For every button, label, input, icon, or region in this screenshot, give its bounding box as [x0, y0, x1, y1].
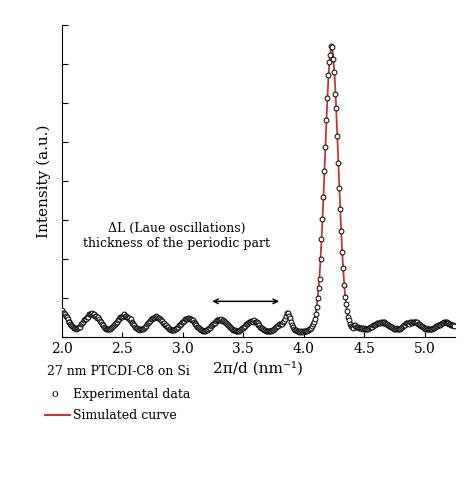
X-axis label: 2π/d (nm⁻¹): 2π/d (nm⁻¹): [213, 362, 303, 376]
Text: o: o: [51, 389, 58, 399]
Text: 27 nm PTCDI-C8 on Si: 27 nm PTCDI-C8 on Si: [47, 365, 190, 377]
Text: ΔL (Laue oscillations)
thickness of the periodic part: ΔL (Laue oscillations) thickness of the …: [83, 222, 270, 250]
Text: Simulated curve: Simulated curve: [73, 409, 177, 422]
Y-axis label: Intensity (a.u.): Intensity (a.u.): [37, 124, 51, 238]
Text: Experimental data: Experimental data: [73, 388, 191, 401]
